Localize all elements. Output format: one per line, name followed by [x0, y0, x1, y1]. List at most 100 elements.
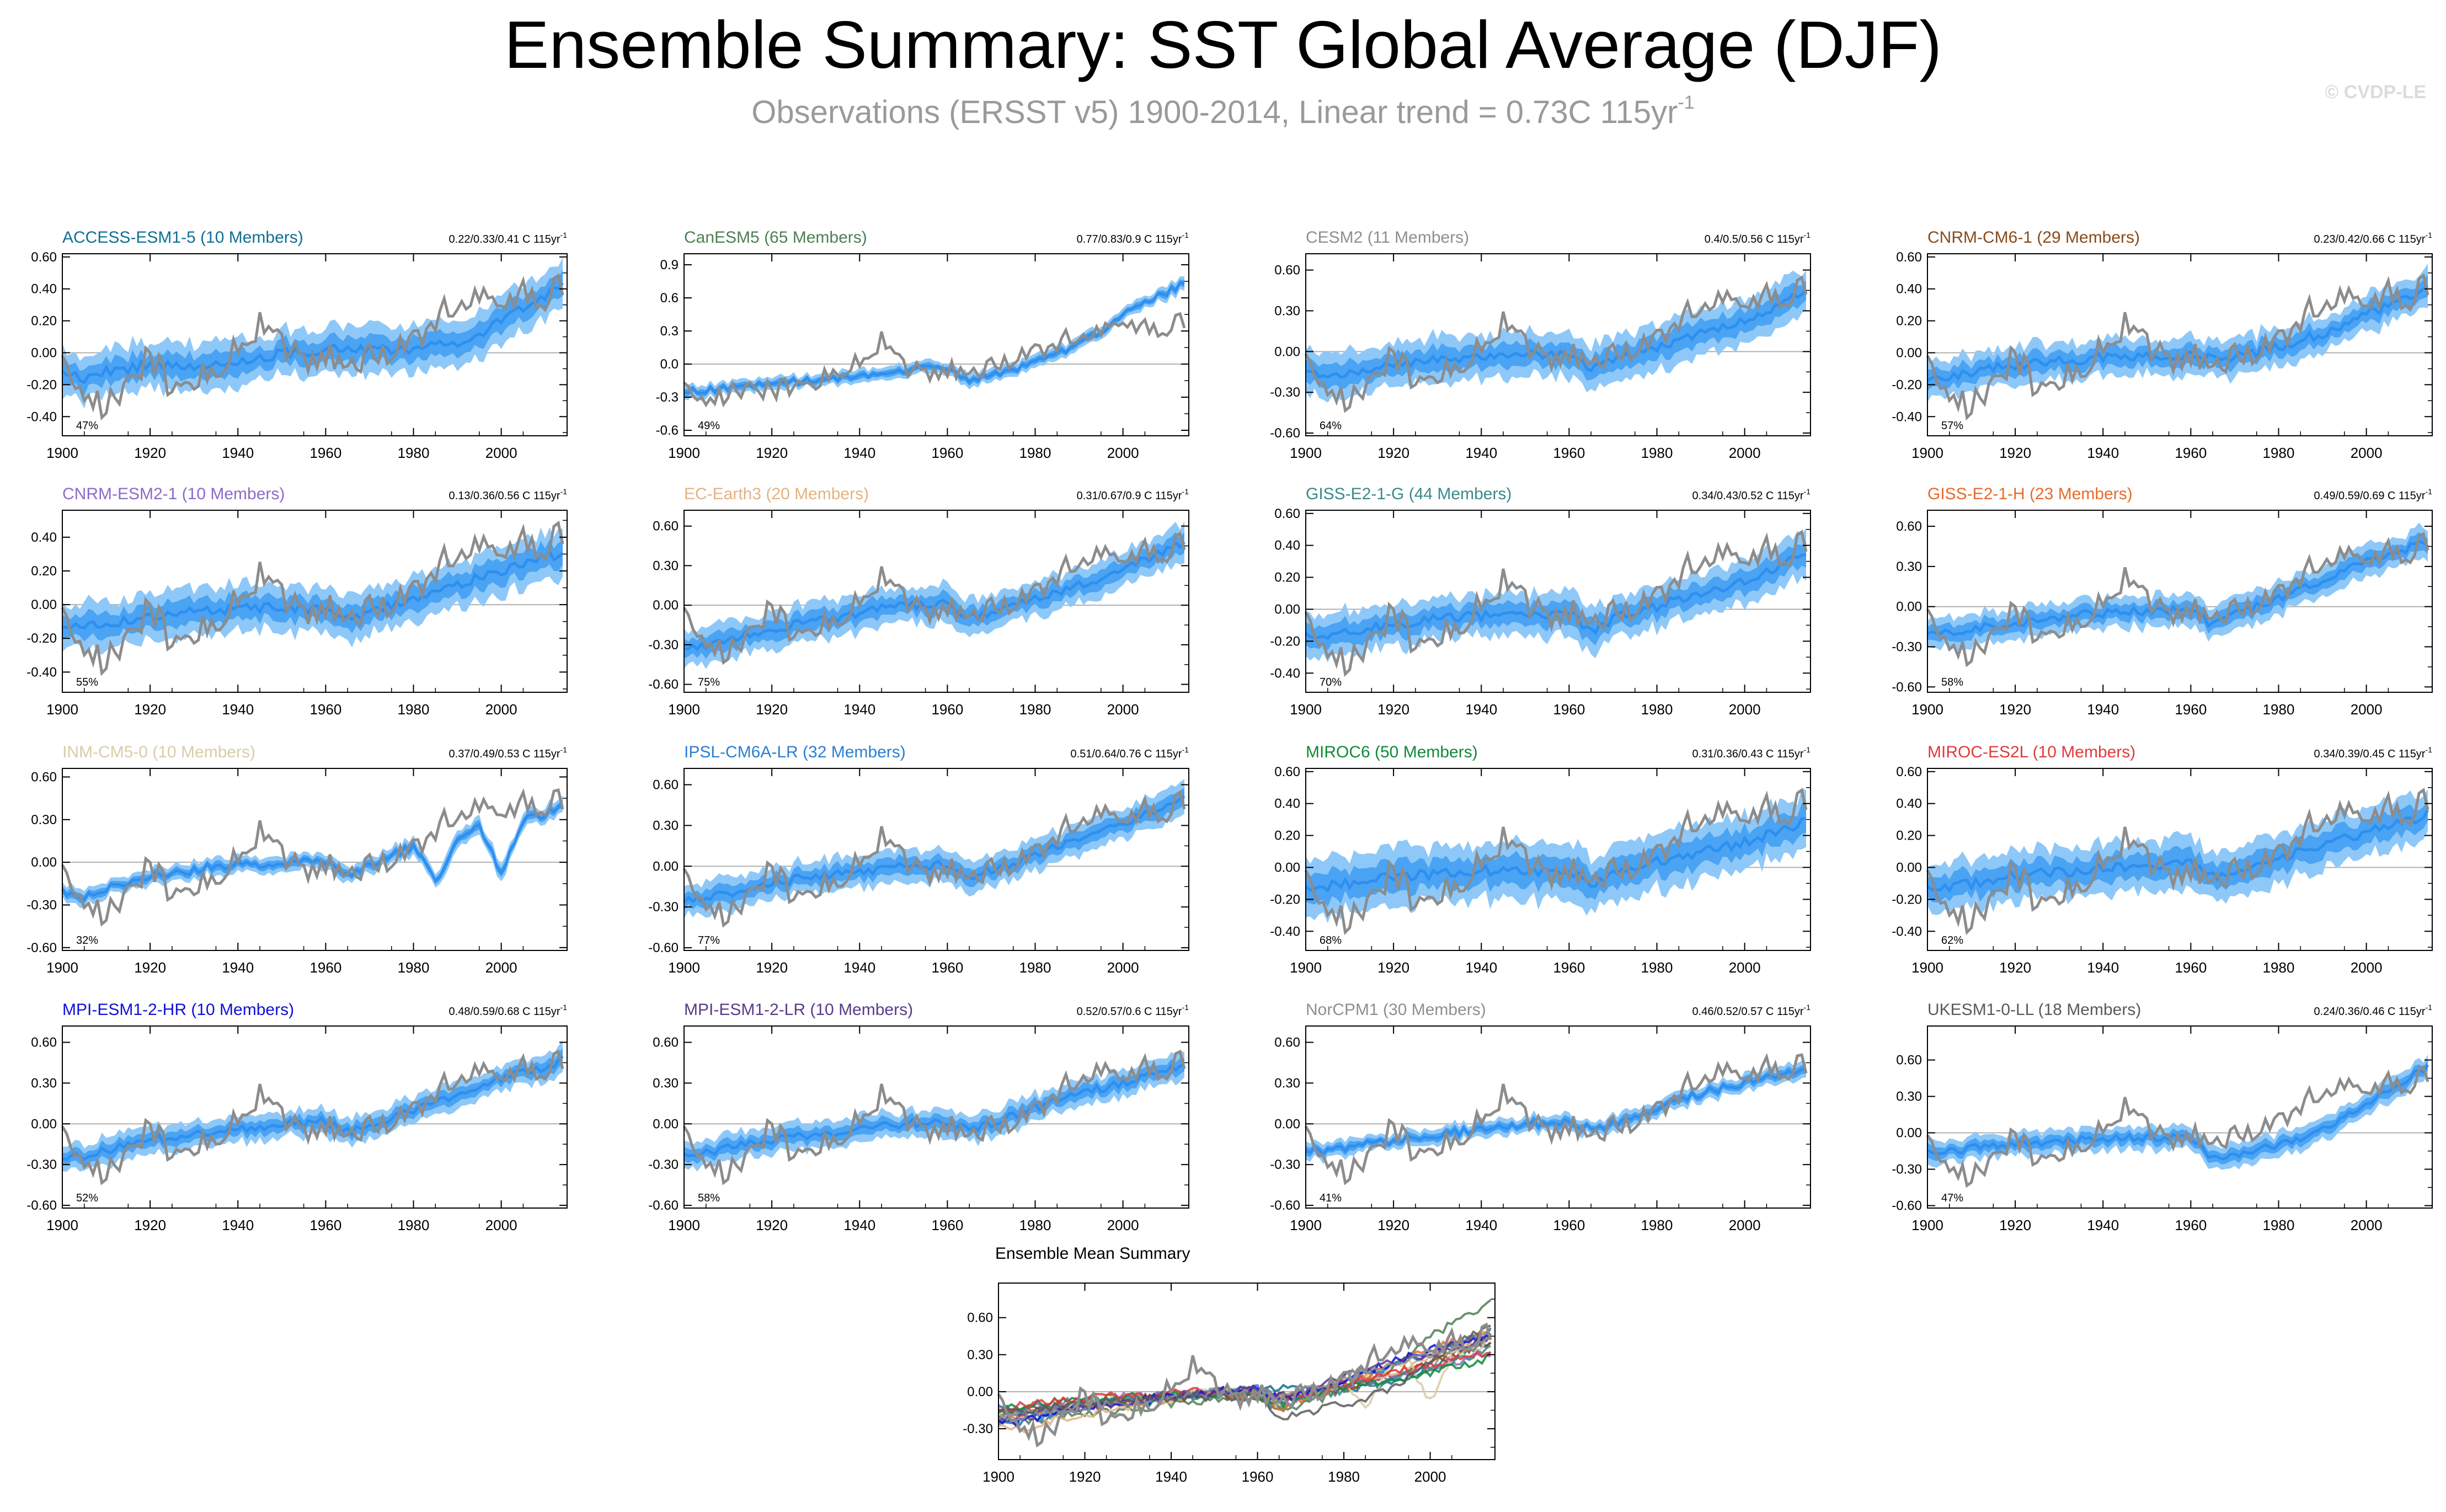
x-tick-label: 2000 [1107, 959, 1139, 976]
x-tick-label: 1920 [1069, 1468, 1101, 1485]
x-tick-label: 1900 [668, 445, 700, 461]
y-tick-label: 0.9 [660, 258, 679, 273]
x-tick-label: 1960 [1553, 701, 1585, 718]
panel-title: EC-Earth3 (20 Members) [684, 485, 869, 503]
x-tick-label: 1960 [1553, 959, 1585, 976]
y-tick-label: 0.30 [1896, 559, 1922, 574]
y-tick-label: 0.60 [653, 1035, 679, 1050]
x-tick-label: 1980 [1019, 1217, 1051, 1233]
trend-label: 0.31/0.67/0.9 C 115yr-1 [1077, 487, 1189, 502]
y-tick-label: 0.20 [1274, 570, 1300, 585]
panel-title: GISS-E2-1-H (23 Members) [1927, 485, 2133, 503]
percent-label: 77% [698, 934, 720, 947]
x-tick-label: 1960 [309, 1217, 341, 1233]
y-tick-label: -0.30 [1892, 1162, 1922, 1177]
x-tick-label: 1960 [309, 445, 341, 461]
x-tick-label: 1960 [1553, 445, 1585, 461]
x-tick-label: 1980 [1019, 445, 1051, 461]
observed-line [1304, 1052, 1808, 1185]
trend-label: 0.34/0.43/0.52 C 115yr-1 [1692, 487, 1811, 502]
ensemble-range-band [684, 521, 1184, 669]
ensemble-iqr-band [1306, 280, 1806, 390]
x-tick-label: 1900 [1290, 959, 1322, 976]
percent-label: 47% [1941, 1192, 1963, 1204]
y-tick-label: 0.30 [31, 1076, 57, 1091]
ensemble-range-band [62, 795, 563, 909]
observed-line [682, 790, 1186, 928]
x-tick-label: 2000 [1729, 1217, 1761, 1233]
plot-frame [683, 1025, 1189, 1209]
x-tick-label: 1940 [222, 445, 254, 461]
panel-title: CESM2 (11 Members) [1306, 228, 1469, 247]
summary-panel-title: Ensemble Mean Summary [995, 1244, 1190, 1263]
panel-title: MPI-ESM1-2-HR (10 Members) [62, 1001, 294, 1019]
x-tick-label: 1920 [1999, 445, 2031, 461]
trend-label: 0.31/0.36/0.43 C 115yr-1 [1692, 745, 1811, 760]
ensemble-iqr-band [1927, 532, 2428, 642]
x-tick-label: 1980 [398, 445, 430, 461]
panel-title: ACCESS-ESM1-5 (10 Members) [62, 228, 303, 247]
trend-superscript: -1 [1804, 745, 1811, 754]
panel-title: CanESM5 (65 Members) [684, 228, 867, 247]
ensemble-range-band [1306, 528, 1806, 662]
percent-label: 52% [76, 1192, 98, 1204]
y-tick-label: -0.60 [1270, 1198, 1300, 1213]
x-tick-label: 1980 [2263, 1217, 2295, 1233]
percent-label: 49% [698, 420, 720, 432]
x-tick-label: 1980 [1641, 1217, 1673, 1233]
y-tick-label: 0.60 [1274, 263, 1300, 278]
panel-15: 0.60 0.30 0.00 -0.30 -0.60 1900 1920 1940 1960 19… [1892, 1001, 2433, 1233]
x-tick-label: 1940 [1465, 959, 1497, 976]
y-tick-label: 0.00 [1896, 860, 1922, 875]
y-tick-label: -0.30 [1892, 640, 1922, 655]
y-tick-label: 0.30 [967, 1348, 993, 1363]
y-tick-label: -0.60 [648, 677, 679, 692]
x-tick-label: 1920 [134, 701, 166, 718]
trend-superscript: -1 [2426, 487, 2433, 496]
y-tick-label: 0.30 [1274, 1076, 1300, 1091]
ensemble-iqr-band [684, 532, 1184, 659]
observed-line [61, 788, 564, 927]
observed-line [997, 1322, 1492, 1448]
trend-superscript: -1 [1804, 487, 1811, 496]
panel-title: MIROC-ES2L (10 Members) [1927, 743, 2135, 761]
x-tick-label: 1980 [1641, 445, 1673, 461]
y-tick-label: 0.00 [653, 859, 679, 874]
y-tick-label: -0.30 [1270, 1157, 1300, 1172]
y-tick-label: 0.20 [1274, 829, 1300, 843]
plot-frame [62, 510, 568, 693]
y-tick-label: 0.60 [1274, 1035, 1300, 1050]
observed-line [61, 520, 564, 676]
x-tick-label: 1960 [931, 701, 963, 718]
y-tick-label: 0.6 [660, 291, 679, 306]
x-tick-label: 1920 [1377, 701, 1409, 718]
y-tick-label: 0.60 [31, 250, 57, 265]
y-tick-label: -0.20 [1892, 892, 1922, 907]
trend-superscript: -1 [560, 1003, 568, 1012]
percent-label: 32% [76, 934, 98, 947]
panel-8: 0.60 0.30 0.00 -0.30 -0.60 1900 1920 1940 1960 19… [26, 743, 568, 976]
x-tick-label: 1980 [1019, 959, 1051, 976]
y-tick-label: 0.60 [1896, 519, 1922, 534]
ensemble-mean-line [683, 795, 1185, 904]
x-tick-label: 2000 [2351, 701, 2383, 718]
y-tick-label: 0.40 [1896, 282, 1922, 297]
y-tick-label: 0.00 [1274, 1116, 1300, 1131]
trend-label: 0.24/0.36/0.46 C 115yr-1 [2314, 1003, 2433, 1018]
trend-label: 0.22/0.33/0.41 C 115yr-1 [449, 231, 568, 245]
y-tick-label: 0.00 [31, 345, 57, 360]
x-tick-label: 1960 [931, 1217, 963, 1233]
plot-frame [1305, 510, 1811, 693]
x-tick-label: 1920 [134, 1217, 166, 1233]
x-tick-label: 1920 [756, 701, 788, 718]
observed-line [1926, 1065, 2429, 1188]
x-tick-label: 1920 [1999, 701, 2031, 718]
x-tick-label: 1920 [1999, 1217, 2031, 1233]
y-tick-label: -0.40 [1892, 924, 1922, 939]
observed-line [683, 312, 1186, 408]
y-tick-label: -0.20 [26, 631, 57, 646]
x-tick-label: 1900 [1290, 701, 1322, 718]
x-tick-label: 1960 [309, 959, 341, 976]
x-tick-label: 1900 [668, 959, 700, 976]
trend-label: 0.13/0.36/0.56 C 115yr-1 [449, 487, 568, 502]
